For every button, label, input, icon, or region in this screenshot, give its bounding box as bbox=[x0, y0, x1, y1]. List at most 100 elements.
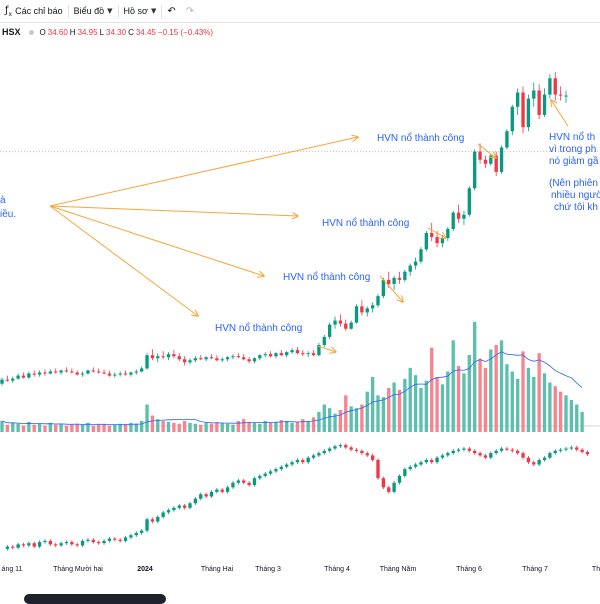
oscillator-candle bbox=[365, 451, 369, 458]
candle-body bbox=[564, 95, 568, 97]
oscillator-body bbox=[145, 519, 149, 531]
oscillator-body bbox=[27, 543, 31, 546]
oscillator-body bbox=[199, 494, 203, 499]
annotation-arrow[interactable] bbox=[551, 100, 569, 127]
volume-bar bbox=[75, 423, 79, 432]
profile-button[interactable]: Hồ sơ ▼ bbox=[119, 0, 162, 22]
chart-type-button[interactable]: Biểu đồ ▼ bbox=[69, 0, 118, 22]
annotation-arrow[interactable] bbox=[427, 227, 446, 238]
volume-bar bbox=[0, 421, 4, 432]
volume-bars bbox=[0, 322, 584, 432]
oscillator-candle bbox=[5, 544, 10, 551]
oscillator-body bbox=[139, 530, 144, 533]
oscillator-candle bbox=[75, 542, 79, 548]
oscillator-body bbox=[290, 462, 294, 465]
oscillator-body bbox=[21, 544, 26, 546]
oscillator-candle bbox=[580, 447, 584, 454]
candle-body bbox=[215, 358, 219, 361]
oscillator-candle bbox=[413, 462, 418, 469]
volume-bar bbox=[290, 422, 294, 432]
volume-bar bbox=[413, 375, 418, 432]
annotation-text[interactable]: (Nên phiên bbox=[549, 178, 598, 189]
oscillator-body bbox=[134, 532, 138, 536]
volume-bar bbox=[317, 411, 321, 432]
price-candle bbox=[161, 351, 165, 360]
annotation-arrow[interactable] bbox=[477, 143, 496, 158]
oscillator-candle bbox=[166, 508, 171, 515]
annotation-text[interactable]: HVN nổ thành công bbox=[215, 322, 302, 334]
oscillator-body bbox=[478, 453, 482, 456]
oscillator-candle bbox=[499, 446, 504, 453]
oscillator-body bbox=[473, 450, 477, 454]
oscillator-candle bbox=[483, 453, 488, 460]
oscillator-body bbox=[247, 482, 251, 486]
volume-bar bbox=[478, 358, 482, 432]
symbol-label[interactable]: HSX bbox=[2, 27, 21, 37]
volume-bar bbox=[258, 423, 262, 432]
candle-body bbox=[515, 92, 520, 107]
volume-bar bbox=[553, 386, 557, 432]
annotation-arrow[interactable] bbox=[379, 275, 403, 302]
oscillator-candle bbox=[225, 485, 230, 494]
redo-button[interactable]: ↷ bbox=[181, 0, 199, 22]
candle-body bbox=[462, 214, 466, 219]
annotation-text[interactable]: chứ tôi kh bbox=[554, 202, 598, 213]
oscillator-candle bbox=[215, 487, 219, 494]
floating-toolbar[interactable] bbox=[24, 594, 166, 604]
annotation-text[interactable]: nó giảm gầ bbox=[549, 155, 599, 167]
oscillator-candle bbox=[392, 481, 396, 494]
oscillator-body bbox=[54, 544, 58, 546]
candle-body bbox=[236, 356, 241, 358]
oscillator-body bbox=[204, 494, 208, 497]
annotation-text[interactable]: HVN nổ thành công bbox=[377, 132, 464, 144]
volume-bar bbox=[456, 366, 461, 432]
oscillator-candle bbox=[91, 538, 95, 544]
volume-bar bbox=[575, 404, 579, 432]
undo-button[interactable]: ↶ bbox=[162, 0, 180, 22]
price-candle bbox=[156, 353, 160, 363]
annotation-arrow[interactable] bbox=[49, 205, 198, 316]
candle-body bbox=[521, 92, 525, 128]
low-label: L bbox=[99, 27, 105, 37]
time-axis[interactable]: áng 11 Tháng Mười hai 2024 Tháng Hai Thá… bbox=[0, 563, 600, 577]
volume-bar bbox=[134, 423, 138, 432]
oscillator-candle bbox=[575, 445, 579, 452]
annotation-arrow[interactable] bbox=[317, 345, 336, 352]
price-candle bbox=[145, 353, 149, 370]
annotation-text[interactable]: vì trong ph bbox=[549, 144, 596, 155]
price-candle bbox=[510, 104, 514, 136]
volume-bar bbox=[446, 371, 450, 432]
price-candle bbox=[333, 316, 337, 329]
oscillator-candle bbox=[462, 446, 466, 452]
oscillator-body bbox=[43, 540, 47, 543]
annotation-text[interactable]: HVN nổ th bbox=[549, 131, 595, 143]
price-candle bbox=[478, 143, 482, 164]
annotation-text[interactable]: à bbox=[0, 195, 6, 206]
annotation-arrow[interactable] bbox=[49, 137, 358, 207]
annotation-arrow[interactable] bbox=[49, 205, 264, 276]
annotation-text[interactable]: nhiều ngườ bbox=[551, 189, 600, 201]
price-candle bbox=[521, 86, 525, 134]
annotation-text[interactable]: HVN nổ thành công bbox=[283, 271, 370, 283]
oscillator-candle bbox=[295, 458, 300, 464]
price-chart[interactable]: HVN nổ thành công HVN nổ thành công HVN … bbox=[0, 40, 600, 562]
oscillator-body bbox=[446, 453, 450, 456]
oscillator-candle bbox=[446, 451, 450, 458]
volume-bar bbox=[32, 424, 36, 432]
oscillator-body bbox=[107, 538, 112, 541]
price-candle bbox=[242, 354, 246, 361]
annotation-text[interactable]: iều. bbox=[0, 208, 16, 220]
oscillator-body bbox=[59, 543, 63, 546]
price-candle bbox=[21, 372, 26, 379]
oscillator-body bbox=[322, 450, 326, 454]
annotation-arrow[interactable] bbox=[49, 205, 298, 216]
oscillator-candle bbox=[360, 449, 364, 455]
volume-bar bbox=[499, 340, 504, 432]
oscillator-candle bbox=[11, 544, 15, 550]
time-axis-label: Tháng Năm bbox=[379, 566, 417, 573]
close-value: 34.45 bbox=[135, 27, 156, 37]
indicators-button[interactable]: ƒx Các chỉ báo bbox=[0, 0, 68, 22]
oscillator-candle bbox=[118, 538, 122, 543]
annotation-text[interactable]: HVN nổ thành công bbox=[322, 217, 409, 229]
volume-bar bbox=[451, 340, 455, 432]
